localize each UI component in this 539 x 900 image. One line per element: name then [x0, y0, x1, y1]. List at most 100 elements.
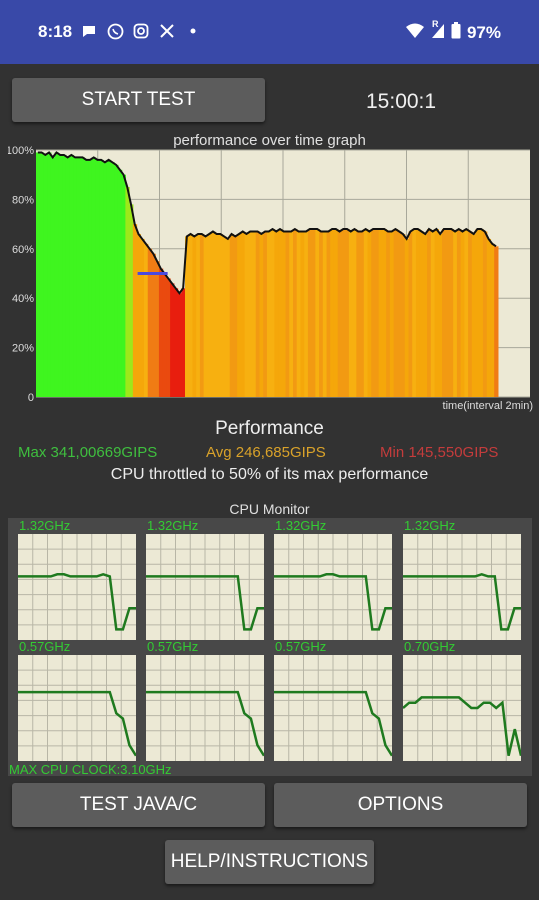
performance-bar — [163, 274, 167, 398]
performance-bar — [386, 232, 390, 397]
core-frequency-label: 1.32GHz — [147, 518, 198, 533]
performance-bar — [371, 229, 375, 397]
performance-bar — [345, 229, 349, 397]
y-tick-label: 40% — [12, 293, 34, 305]
performance-bar — [129, 204, 133, 397]
performance-bar — [446, 229, 450, 397]
performance-bar — [219, 234, 223, 397]
cpu-monitor-panel: 1.32GHz 1.32GHz 1.32GHz 1.32GHz 0.57GHz 0.57G… — [8, 518, 532, 776]
performance-bar — [140, 239, 144, 397]
core-frequency-label: 1.32GHz — [275, 518, 326, 533]
performance-bar — [178, 293, 182, 397]
performance-bar — [77, 157, 81, 397]
performance-bar — [166, 278, 170, 397]
performance-bar — [226, 239, 230, 397]
performance-bar — [155, 261, 159, 397]
status-bar: 8:18 R 97% — [0, 0, 539, 64]
performance-bar — [289, 232, 293, 397]
instagram-icon — [132, 22, 150, 40]
performance-bar — [237, 234, 241, 397]
performance-bar — [360, 232, 364, 397]
performance-bar — [51, 157, 55, 397]
performance-bar — [73, 157, 77, 397]
performance-bar — [375, 229, 379, 397]
performance-bar — [334, 229, 338, 397]
core-graph-svg — [403, 534, 521, 640]
avg-performance: Avg 246,685GIPS — [206, 444, 326, 461]
core-frequency-label: 0.57GHz — [19, 639, 70, 654]
system-icons: R 97% — [405, 22, 501, 44]
y-tick-label: 80% — [12, 194, 34, 206]
performance-bar — [260, 234, 264, 397]
performance-bar — [88, 160, 92, 397]
performance-bar — [490, 244, 494, 397]
performance-bar — [394, 229, 398, 397]
performance-bar — [84, 160, 88, 397]
start-test-button[interactable]: START TEST — [12, 78, 265, 122]
core-graph-svg — [146, 534, 264, 640]
performance-bar — [196, 234, 200, 397]
performance-bar — [192, 236, 196, 397]
performance-bar — [330, 229, 334, 397]
performance-bar — [245, 234, 249, 397]
performance-bar — [189, 234, 193, 397]
signal-icon: R — [431, 23, 445, 44]
performance-bar — [55, 152, 59, 397]
battery-percent: 97% — [467, 23, 501, 43]
performance-bar — [476, 229, 480, 397]
performance-bar — [148, 249, 152, 397]
core-graph — [18, 534, 136, 640]
performance-bar — [248, 232, 252, 397]
performance-bar — [494, 246, 498, 397]
notification-icons — [80, 22, 202, 40]
performance-bar — [319, 232, 323, 397]
performance-bar — [181, 288, 185, 397]
core-graph — [403, 655, 521, 761]
performance-bar — [293, 229, 297, 397]
y-tick-label: 0 — [28, 392, 34, 404]
core-graph-svg — [403, 655, 521, 761]
performance-bar — [274, 232, 278, 397]
help-instructions-button[interactable]: HELP/INSTRUCTIONS — [165, 840, 374, 884]
options-button[interactable]: OPTIONS — [274, 783, 527, 827]
performance-bar — [96, 160, 100, 397]
performance-bar — [390, 232, 394, 397]
performance-bar — [364, 229, 368, 397]
min-performance: Min 145,550GIPS — [380, 444, 498, 461]
performance-bar — [174, 288, 178, 397]
performance-bar — [408, 232, 412, 397]
performance-bar — [483, 232, 487, 397]
performance-bar — [427, 229, 431, 397]
test-java-button[interactable]: TEST JAVA/C — [12, 783, 265, 827]
performance-bar — [92, 157, 96, 397]
performance-bar — [323, 232, 327, 397]
performance-bar — [62, 155, 66, 397]
performance-bar — [70, 155, 74, 397]
performance-bar — [230, 234, 234, 397]
performance-bar — [207, 234, 211, 397]
max-performance: Max 341,00669GIPS — [18, 444, 157, 461]
performance-bar — [327, 232, 331, 397]
performance-bar — [300, 232, 304, 397]
core-frequency-label: 1.32GHz — [19, 518, 70, 533]
y-tick-label: 60% — [12, 244, 34, 256]
performance-bar — [457, 229, 461, 397]
performance-title: Performance — [0, 418, 539, 440]
performance-bar — [204, 236, 208, 397]
core-graph — [274, 534, 392, 640]
core-graph — [403, 534, 521, 640]
performance-bar — [200, 234, 204, 397]
performance-bar — [252, 232, 256, 397]
performance-bar — [40, 152, 44, 397]
performance-bar — [215, 234, 219, 397]
core-graph — [18, 655, 136, 761]
performance-bar — [304, 232, 308, 397]
y-tick-label: 100% — [8, 145, 34, 157]
core-graph-svg — [18, 534, 136, 640]
performance-bar — [356, 232, 360, 397]
performance-bar — [263, 232, 267, 397]
performance-bar — [133, 224, 137, 397]
performance-bar — [103, 162, 107, 397]
core-graph-svg — [274, 534, 392, 640]
performance-bar — [341, 229, 345, 397]
